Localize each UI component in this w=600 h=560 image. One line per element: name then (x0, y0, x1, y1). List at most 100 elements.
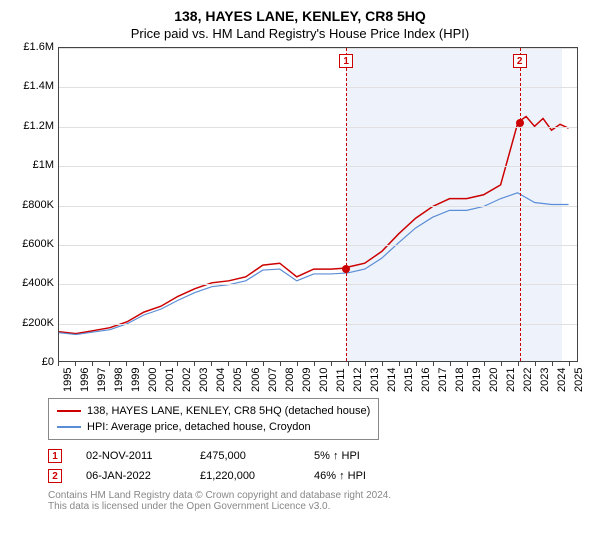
y-axis-label: £800K (10, 199, 54, 211)
y-axis-label: £1.2M (10, 120, 54, 132)
legend: 138, HAYES LANE, KENLEY, CR8 5HQ (detach… (48, 398, 379, 440)
x-axis-label: 2014 (386, 368, 398, 392)
legend-item: HPI: Average price, detached house, Croy… (57, 419, 370, 435)
x-axis-label: 1997 (96, 368, 108, 392)
x-axis-label: 2025 (573, 368, 585, 392)
x-tick-mark (109, 362, 110, 366)
event-row: 206-JAN-2022£1,220,00046% ↑ HPI (48, 466, 592, 486)
y-axis-label: £1.4M (10, 80, 54, 92)
event-price: £475,000 (200, 450, 290, 462)
x-tick-mark (365, 362, 366, 366)
x-tick-mark (433, 362, 434, 366)
event-row: 1 02-NOV-2011 £475,000 5% ↑ HPI (48, 446, 592, 466)
x-tick-mark (126, 362, 127, 366)
line-layer (59, 48, 577, 361)
gridline (59, 206, 577, 207)
x-tick-mark (314, 362, 315, 366)
marker-line (520, 48, 521, 361)
x-axis-label: 2019 (471, 368, 483, 392)
x-tick-mark (569, 362, 570, 366)
x-axis-label: 1996 (79, 368, 91, 392)
x-axis-label: 2002 (181, 368, 193, 392)
x-tick-mark (177, 362, 178, 366)
y-axis-label: £1.6M (10, 41, 54, 53)
event-date: 06-JAN-2022 (86, 470, 176, 482)
legend-label: HPI: Average price, detached house, Croy… (87, 421, 311, 433)
x-tick-mark (228, 362, 229, 366)
x-tick-mark (484, 362, 485, 366)
x-axis-label: 2024 (556, 368, 568, 392)
y-axis-label: £0 (10, 356, 54, 368)
x-axis-label: 2018 (454, 368, 466, 392)
x-axis-label: 2023 (539, 368, 551, 392)
x-tick-mark (75, 362, 76, 366)
page-subtitle: Price paid vs. HM Land Registry's House … (0, 26, 600, 41)
event-badge: 2 (48, 469, 62, 483)
event-badge: 1 (48, 449, 62, 463)
gridline (59, 245, 577, 246)
x-axis-label: 2009 (301, 368, 313, 392)
gridline (59, 127, 577, 128)
footer-line-1: Contains HM Land Registry data © Crown c… (48, 490, 592, 501)
marker-badge: 2 (513, 54, 527, 68)
x-tick-mark (246, 362, 247, 366)
legend-swatch (57, 410, 81, 412)
gridline (59, 284, 577, 285)
x-axis-label: 2012 (352, 368, 364, 392)
legend-item: 138, HAYES LANE, KENLEY, CR8 5HQ (detach… (57, 403, 370, 419)
event-price: £1,220,000 (200, 470, 290, 482)
x-axis-label: 2001 (164, 368, 176, 392)
x-tick-mark (450, 362, 451, 366)
page-title: 138, HAYES LANE, KENLEY, CR8 5HQ (0, 8, 600, 24)
x-axis-label: 2011 (335, 368, 347, 392)
x-tick-mark (92, 362, 93, 366)
x-axis-label: 2007 (267, 368, 279, 392)
x-tick-mark (143, 362, 144, 366)
marker-dot (342, 265, 350, 273)
x-axis-label: 2004 (215, 368, 227, 392)
x-tick-mark (535, 362, 536, 366)
series-line (59, 193, 569, 335)
x-tick-mark (211, 362, 212, 366)
legend-swatch (57, 426, 81, 428)
legend-label: 138, HAYES LANE, KENLEY, CR8 5HQ (detach… (87, 405, 370, 417)
x-tick-mark (263, 362, 264, 366)
event-diff: 5% ↑ HPI (314, 450, 360, 462)
x-tick-mark (297, 362, 298, 366)
event-date: 02-NOV-2011 (86, 450, 176, 462)
x-axis-label: 2017 (437, 368, 449, 392)
x-axis-label: 2005 (232, 368, 244, 392)
y-axis-label: £600K (10, 238, 54, 250)
x-axis-label: 2016 (420, 368, 432, 392)
y-axis-label: £400K (10, 277, 54, 289)
series-line (59, 116, 569, 333)
chart-container: 138, HAYES LANE, KENLEY, CR8 5HQ Price p… (0, 0, 600, 512)
x-axis-label: 2010 (318, 368, 330, 392)
y-axis-label: £200K (10, 317, 54, 329)
x-axis-label: 2000 (147, 368, 159, 392)
x-axis-label: 2015 (403, 368, 415, 392)
marker-badge: 1 (339, 54, 353, 68)
x-axis-label: 2021 (505, 368, 517, 392)
event-table: 1 02-NOV-2011 £475,000 5% ↑ HPI 2 06-JAN-2022… (48, 446, 592, 486)
x-tick-mark (382, 362, 383, 366)
gridline (59, 166, 577, 167)
x-axis-label: 2006 (250, 368, 262, 392)
x-tick-mark (280, 362, 281, 366)
x-axis-label: 1995 (62, 368, 74, 392)
x-axis-label: 2022 (522, 368, 534, 392)
x-axis-label: 1999 (130, 368, 142, 392)
x-tick-mark (467, 362, 468, 366)
plot-region: 12 (58, 47, 578, 362)
gridline (59, 48, 577, 49)
x-axis-label: 1998 (113, 368, 125, 392)
marker-dot (516, 119, 524, 127)
x-tick-mark (552, 362, 553, 366)
x-axis-label: 2008 (284, 368, 296, 392)
x-tick-mark (348, 362, 349, 366)
footer-text: Contains HM Land Registry data © Crown c… (48, 490, 592, 512)
x-tick-mark (501, 362, 502, 366)
gridline (59, 324, 577, 325)
marker-line (346, 48, 347, 361)
x-tick-mark (58, 362, 59, 366)
